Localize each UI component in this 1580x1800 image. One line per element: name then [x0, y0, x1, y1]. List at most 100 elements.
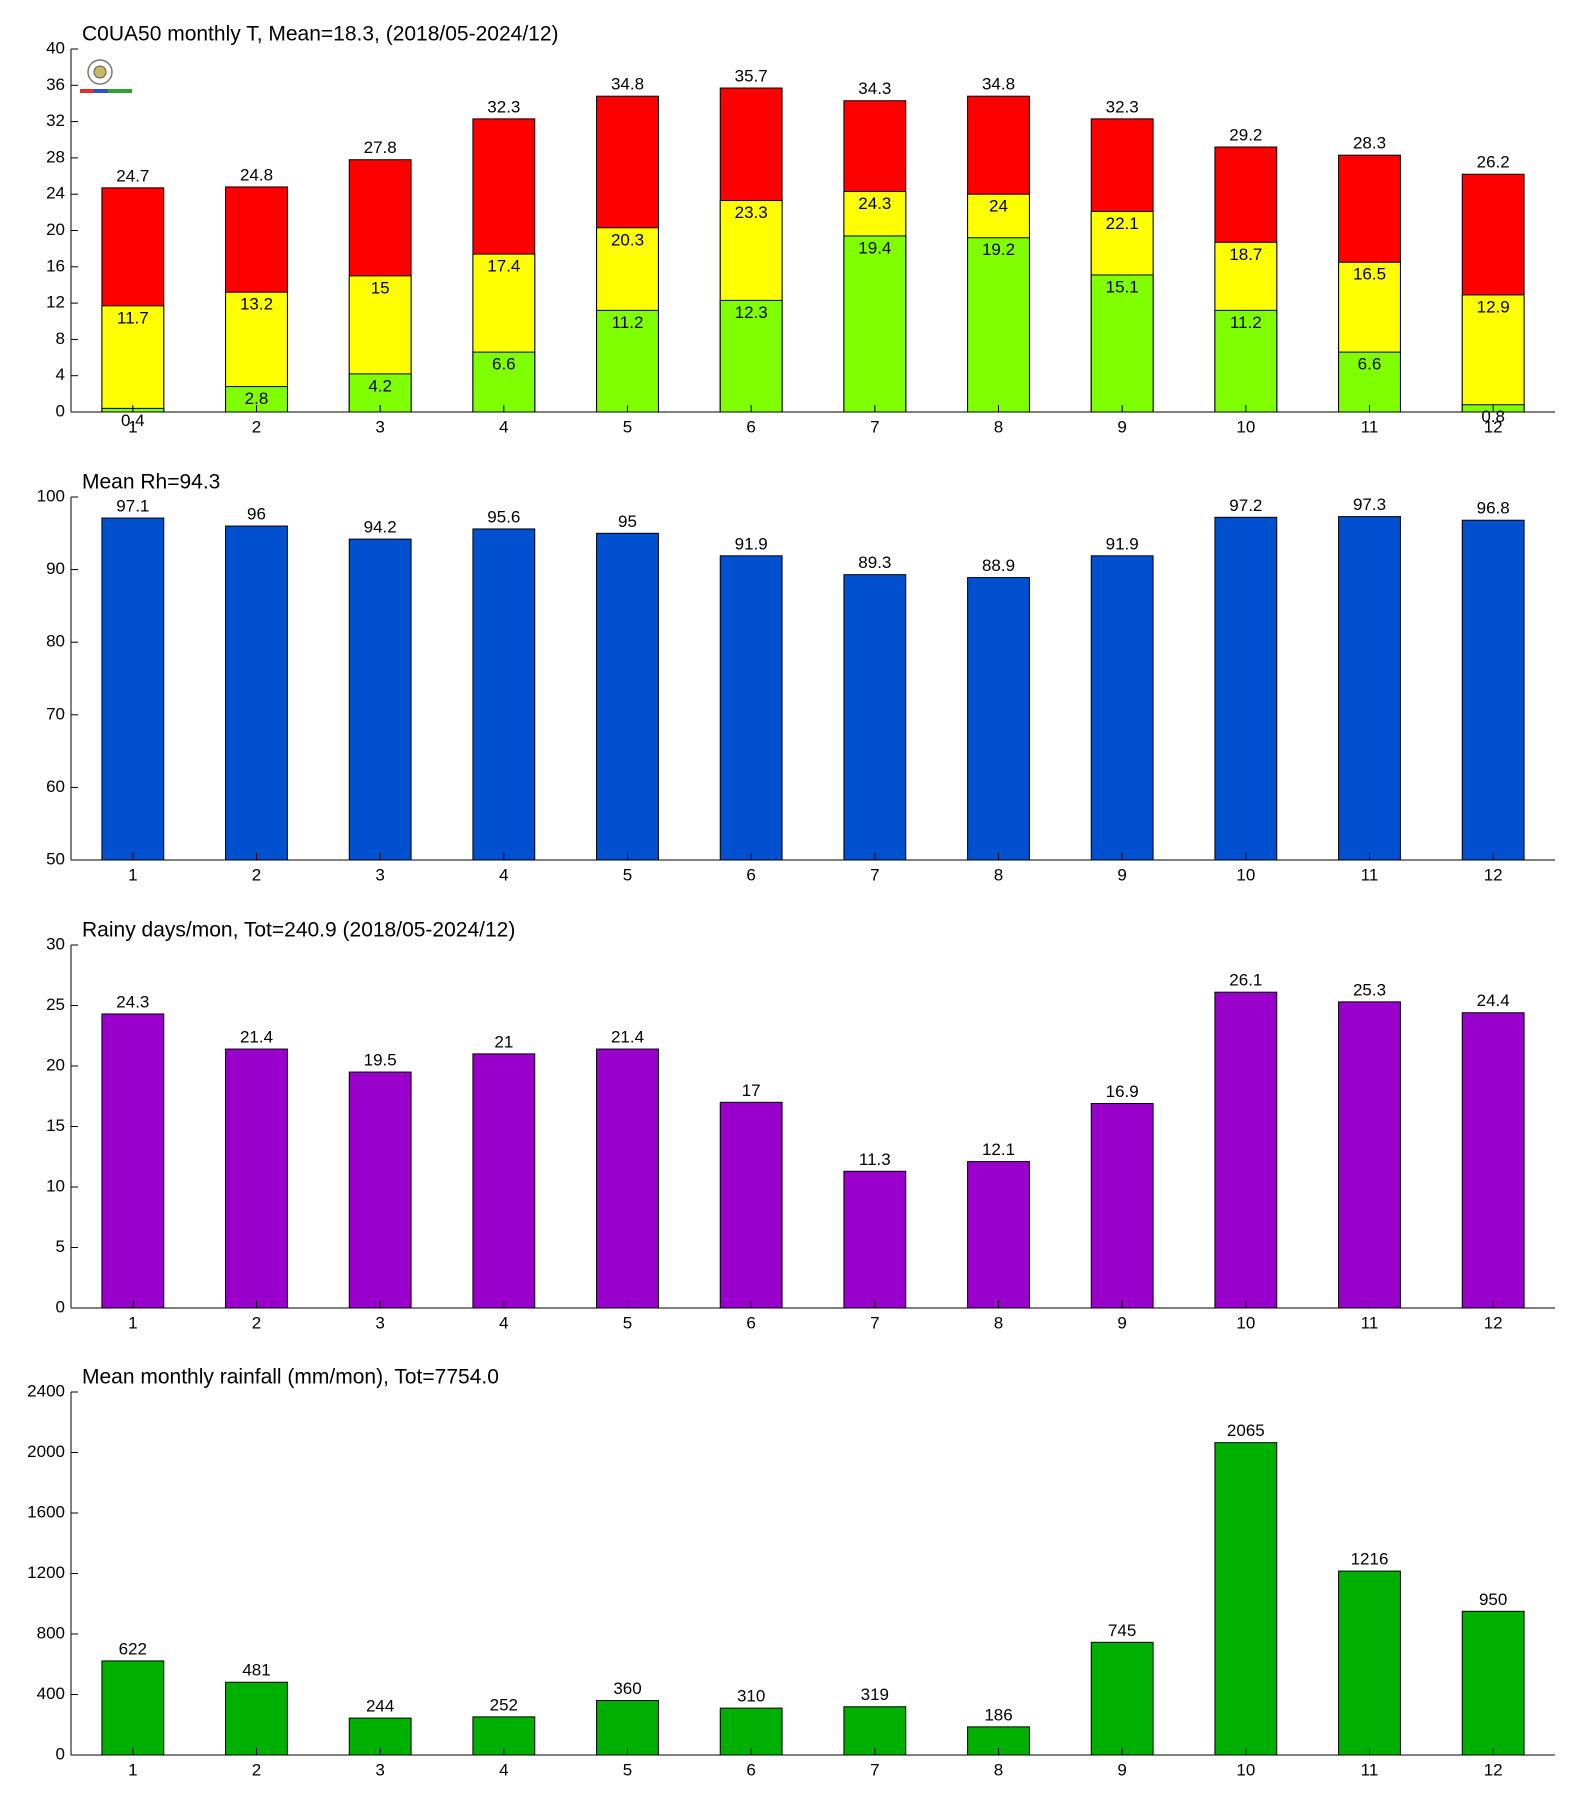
- value-label: 244: [366, 1697, 394, 1716]
- bar: [843, 574, 907, 861]
- value-label: 15.1: [1106, 277, 1139, 296]
- x-tick-label: 12: [1484, 417, 1503, 436]
- value-label: 4.2: [368, 376, 392, 395]
- y-tick-label: 28: [46, 147, 65, 166]
- value-label: 24.4: [1477, 991, 1510, 1010]
- x-tick-label: 6: [746, 417, 755, 436]
- bar: [843, 1706, 907, 1756]
- value-label: 23.3: [735, 203, 768, 222]
- value-label: 950: [1479, 1590, 1507, 1609]
- value-label: 21: [494, 1032, 513, 1051]
- x-tick-label: 5: [623, 1760, 632, 1779]
- x-tick-label: 7: [870, 1313, 879, 1332]
- bar: [719, 1707, 783, 1756]
- bar: [1461, 1610, 1525, 1756]
- value-label: 94.2: [364, 518, 397, 537]
- value-label: 11.2: [1230, 313, 1262, 332]
- x-tick-label: 2: [252, 1313, 261, 1332]
- bar: [843, 1170, 907, 1309]
- x-tick-label: 12: [1484, 865, 1503, 884]
- value-label: 91.9: [1106, 534, 1139, 553]
- bar: [472, 528, 536, 861]
- bar: [1090, 1641, 1154, 1756]
- value-label: 18.7: [1229, 245, 1262, 264]
- value-label: 29.2: [1229, 125, 1262, 144]
- x-tick-label: 3: [375, 1313, 384, 1332]
- value-label: 2065: [1227, 1421, 1265, 1440]
- y-tick-label: 24: [46, 184, 65, 203]
- x-tick-label: 7: [870, 1760, 879, 1779]
- x-tick-label: 5: [623, 1313, 632, 1332]
- bar: [101, 517, 165, 861]
- value-label: 19.5: [364, 1051, 397, 1070]
- y-tick-label: 70: [46, 704, 65, 723]
- x-tick-label: 4: [499, 1313, 508, 1332]
- bar: [348, 1071, 412, 1309]
- bar: [967, 1161, 1030, 1309]
- value-label: 19.2: [982, 240, 1015, 259]
- value-label: 310: [737, 1687, 765, 1706]
- bar: [1090, 555, 1154, 861]
- bar: [472, 1053, 536, 1309]
- value-label: 96.8: [1477, 499, 1510, 518]
- bar: [1214, 991, 1278, 1309]
- value-label: 34.3: [858, 79, 891, 98]
- value-label: 32.3: [1106, 97, 1139, 116]
- y-tick-label: 90: [46, 559, 65, 578]
- chart-title: Mean Rh=94.3: [82, 471, 220, 494]
- y-tick-label: 2400: [27, 1381, 65, 1400]
- y-tick-label: 50: [46, 849, 65, 868]
- bar: [1461, 1012, 1525, 1309]
- logo: [80, 59, 132, 93]
- y-tick-label: 10: [46, 1176, 65, 1195]
- x-tick-label: 10: [1236, 1313, 1255, 1332]
- x-tick-label: 11: [1361, 1760, 1379, 1779]
- value-label: 21.4: [240, 1028, 273, 1047]
- value-label: 24: [989, 197, 1008, 216]
- x-tick-label: 2: [252, 1760, 261, 1779]
- chart-title: C0UA50 monthly T, Mean=18.3, (2018/05-20…: [82, 23, 559, 46]
- bar: [843, 235, 907, 413]
- value-label: 34.8: [982, 75, 1015, 94]
- bar: [1214, 309, 1278, 413]
- y-tick-label: 400: [37, 1684, 65, 1703]
- value-label: 0.4: [121, 411, 145, 430]
- value-label: 12.3: [735, 303, 768, 322]
- bar: [1338, 1570, 1401, 1756]
- value-label: 95.6: [487, 507, 520, 526]
- y-tick-label: 1200: [27, 1563, 65, 1582]
- x-tick-label: 6: [746, 1760, 755, 1779]
- y-tick-label: 0: [56, 1297, 65, 1316]
- value-label: 2.8: [245, 389, 269, 408]
- value-label: 96: [247, 505, 266, 524]
- x-tick-label: 8: [994, 1313, 1003, 1332]
- value-label: 11.3: [859, 1150, 891, 1169]
- value-label: 13.2: [240, 295, 273, 314]
- x-tick-label: 8: [994, 1760, 1003, 1779]
- x-tick-label: 8: [994, 865, 1003, 884]
- bar: [101, 1660, 165, 1756]
- bar: [1214, 1442, 1278, 1756]
- bar: [596, 1048, 659, 1309]
- y-tick-label: 20: [46, 220, 65, 239]
- y-tick-label: 12: [46, 293, 65, 312]
- bar: [1461, 294, 1525, 413]
- y-tick-label: 15: [46, 1116, 65, 1135]
- y-tick-label: 4: [56, 365, 65, 384]
- x-tick-label: 1: [128, 865, 137, 884]
- value-label: 16.9: [1106, 1082, 1139, 1101]
- y-tick-label: 36: [46, 75, 65, 94]
- value-label: 12.1: [982, 1140, 1015, 1159]
- value-label: 27.8: [364, 138, 397, 157]
- bar: [101, 1013, 165, 1309]
- y-tick-label: 60: [46, 777, 65, 796]
- value-label: 26.2: [1477, 153, 1510, 172]
- chart-title: Rainy days/mon, Tot=240.9 (2018/05-2024/…: [82, 919, 515, 942]
- x-tick-label: 4: [499, 417, 508, 436]
- x-tick-label: 10: [1236, 417, 1255, 436]
- x-tick-label: 4: [499, 865, 508, 884]
- value-label: 12.9: [1477, 297, 1510, 316]
- value-label: 24.3: [858, 194, 891, 213]
- x-tick-label: 2: [252, 865, 261, 884]
- x-tick-label: 7: [870, 417, 879, 436]
